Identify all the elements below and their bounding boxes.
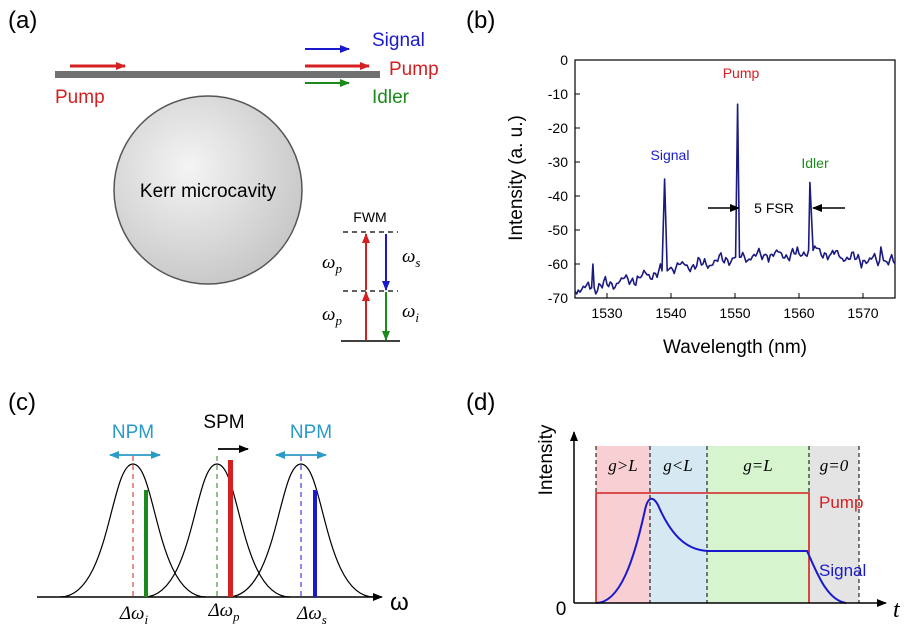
pump-curve-label: Pump xyxy=(819,493,863,512)
waveguide xyxy=(55,71,380,78)
fwm-label: FWM xyxy=(353,209,386,225)
region-gain-below-loss xyxy=(650,446,707,603)
y-tick-label: -60 xyxy=(548,256,568,272)
x-ticks: 1530 1540 1550 1560 1570 xyxy=(591,293,879,321)
omega-p-lower-label: ωp xyxy=(322,304,342,328)
x-tick-label: 1540 xyxy=(655,305,686,321)
y-tick-label: -70 xyxy=(548,290,568,306)
signal-bar xyxy=(313,490,317,597)
cavity-label: Kerr microcavity xyxy=(140,181,277,202)
y-tick-label: -20 xyxy=(548,120,568,136)
delta-omega-p-label: Δωp xyxy=(207,600,240,624)
panel-a: (a) Kerr microcavity Pump Signal Pump Id… xyxy=(8,7,439,342)
region-label-4: g=0 xyxy=(820,456,849,475)
pump-bar xyxy=(228,460,233,597)
panel-c: (c) ω NPM SPM NPM Δωi Δωp Δωs xyxy=(8,389,409,627)
panel-b-label: (b) xyxy=(466,7,495,34)
delta-omega-i-label: Δωi xyxy=(119,603,149,627)
x-tick-label: 1530 xyxy=(591,305,622,321)
y-axis-label: Intensity (a. u.) xyxy=(506,115,527,241)
spm-label: SPM xyxy=(203,412,244,433)
panel-d-label: (d) xyxy=(466,389,495,416)
x-tick-label: 1550 xyxy=(719,305,750,321)
time-axis-label: t xyxy=(893,597,901,623)
region-label-2: g<L xyxy=(663,456,692,475)
resonance-pump xyxy=(143,463,291,598)
region-label-3: g=L xyxy=(743,456,772,475)
region-label-1: g>L xyxy=(608,456,637,475)
y-tick-label: 0 xyxy=(560,52,568,68)
resonance-idler xyxy=(59,463,207,598)
y-tick-label: -50 xyxy=(548,222,568,238)
fwm-energy-diagram: FWM ωp ωp ωs ωi xyxy=(322,209,420,342)
npm-left-label: NPM xyxy=(112,422,154,443)
npm-right-label: NPM xyxy=(290,422,332,443)
omega-i-label: ωi xyxy=(402,301,419,325)
panel-a-label: (a) xyxy=(8,7,37,34)
y-tick-label: -30 xyxy=(548,154,568,170)
region-gain-equals-loss xyxy=(707,446,809,603)
fsr-label: 5 FSR xyxy=(754,200,794,216)
omega-s-label: ωs xyxy=(402,246,420,270)
signal-envelope xyxy=(595,497,847,604)
omega-axis-label: ω xyxy=(390,589,409,616)
pump-output-label: Pump xyxy=(389,59,439,80)
idler-peak-label: Idler xyxy=(801,155,829,171)
origin-label: 0 xyxy=(556,599,567,620)
x-axis-label: Wavelength (nm) xyxy=(663,337,807,358)
idler-bar xyxy=(144,490,148,597)
pump-peak-label: Pump xyxy=(723,65,760,81)
x-tick-label: 1560 xyxy=(783,305,814,321)
x-tick-label: 1570 xyxy=(847,305,878,321)
idler-output-label: Idler xyxy=(372,87,410,108)
signal-peak-label: Signal xyxy=(651,147,690,163)
signal-output-label: Signal xyxy=(372,30,425,51)
spectrum-line xyxy=(574,103,896,295)
y-ticks: 0 -10 -20 -30 -40 -50 -60 -70 xyxy=(548,52,580,306)
panel-c-label: (c) xyxy=(8,389,36,416)
omega-p-upper-label: ωp xyxy=(322,252,342,276)
kerr-microcavity xyxy=(113,95,303,285)
resonance-signal xyxy=(227,463,375,598)
region-zero-gain xyxy=(809,446,859,603)
pump-envelope xyxy=(595,492,810,603)
y-tick-label: -40 xyxy=(548,188,568,204)
spectrum-plot-frame xyxy=(574,59,896,299)
pump-input-label: Pump xyxy=(55,87,105,108)
panel-b: (b) 0-10-20-30-40-50-60-70 1530 1540 1550 1… xyxy=(466,7,896,358)
panel-d: (d) g>L g<L g=L g=0 Intensity 0 t Pump S… xyxy=(466,389,901,623)
intensity-axis-label: Intensity xyxy=(536,424,557,495)
delta-omega-s-label: Δωs xyxy=(296,603,327,627)
signal-curve-label: Signal xyxy=(819,561,866,580)
y-tick-label: -10 xyxy=(548,86,568,102)
